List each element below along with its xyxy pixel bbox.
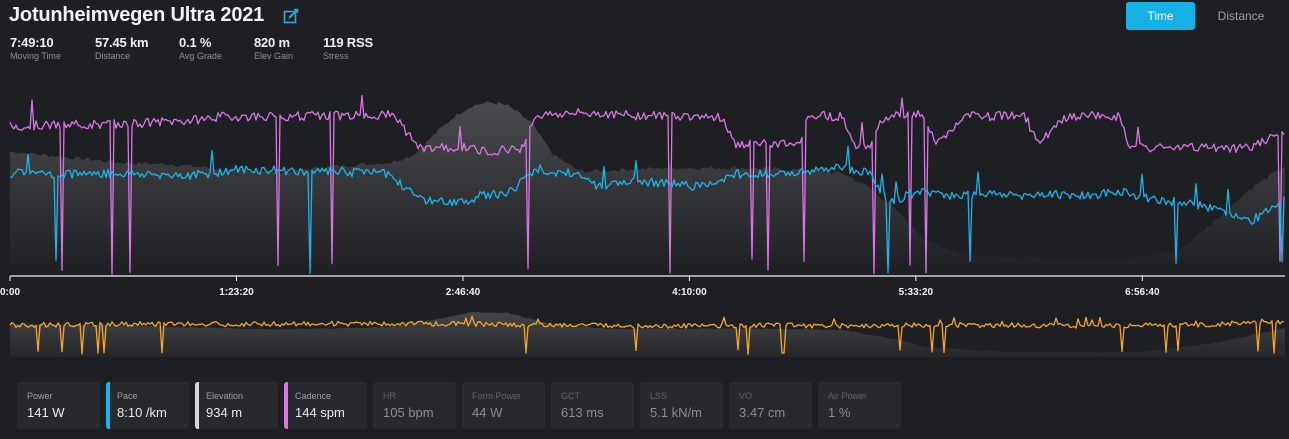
stat-label: Stress — [323, 51, 349, 61]
page-title: Jotunheimvegen Ultra 2021 — [9, 4, 265, 26]
metric-card-hr[interactable]: HR 105 bpm — [373, 382, 456, 429]
stat-distance: 57.45 km Distance — [95, 35, 179, 61]
stat-value: 119 RSS — [323, 35, 373, 50]
distance-toggle-button[interactable]: Distance — [1217, 9, 1265, 23]
stat-label: Distance — [95, 51, 131, 61]
elevation-area — [10, 101, 1285, 276]
metric-label: VO — [739, 391, 753, 401]
metric-label: HR — [383, 391, 396, 401]
summary-stats: 7:49:10 Moving Time 57.45 km Distance 0.… — [10, 35, 393, 61]
metric-label: Power — [27, 391, 53, 401]
metric-card-cadence[interactable]: Cadence 144 spm — [284, 382, 367, 429]
metric-card-form-power[interactable]: Form Power 44 W — [462, 382, 545, 429]
metric-card-pace[interactable]: Pace 8:10 /km — [106, 382, 189, 429]
stat-avg-grade: 0.1 % Avg Grade — [179, 35, 254, 61]
metric-value: 144 spm — [295, 405, 345, 420]
metric-value: 5.1 kN/m — [650, 405, 703, 420]
metric-card-power[interactable]: Power 141 W — [17, 382, 100, 429]
stat-value: 57.45 km — [95, 35, 149, 50]
power-chart[interactable] — [0, 305, 1289, 365]
metric-label: Elevation — [206, 391, 244, 401]
stat-label: Moving Time — [10, 51, 62, 61]
metric-label: Pace — [117, 391, 138, 401]
metric-value: 3.47 cm — [739, 405, 786, 420]
metric-cards: Power 141 W Pace 8:10 /km Elevation 934 … — [17, 382, 907, 429]
metric-label: GCT — [561, 391, 580, 401]
metric-value: 8:10 /km — [117, 405, 167, 420]
metric-value: 934 m — [206, 405, 243, 420]
metric-value: 613 ms — [561, 405, 604, 420]
main-chart[interactable]: 0:00 1:23:20 2:46:40 4:10:00 5:33:20 6:56:40 — [0, 85, 1289, 300]
metric-card-gct[interactable]: GCT 613 ms — [551, 382, 634, 429]
metric-card-air-power[interactable]: Air Power 1 % — [818, 382, 901, 429]
metric-value: 141 W — [27, 405, 65, 420]
x-tick-label: 2:46:40 — [446, 287, 481, 298]
x-tick-label: 6:56:40 — [1125, 287, 1160, 298]
x-tick-label: 0:00 — [0, 287, 20, 298]
metric-card-vo[interactable]: VO 3.47 cm — [729, 382, 812, 429]
stat-value: 7:49:10 — [10, 35, 54, 50]
metric-value: 105 bpm — [383, 405, 434, 420]
x-tick-label: 1:23:20 — [219, 287, 254, 298]
stat-moving-time: 7:49:10 Moving Time — [10, 35, 95, 61]
power-series-line — [9, 315, 1284, 355]
metric-label: Cadence — [295, 391, 332, 401]
stat-label: Avg Grade — [179, 51, 222, 61]
metric-label: Air Power — [828, 391, 868, 401]
elevation-area — [10, 311, 1285, 357]
cadence-series-line — [9, 95, 1285, 275]
metric-card-elevation[interactable]: Elevation 934 m — [195, 382, 278, 429]
metric-label: LSS — [650, 391, 668, 401]
stat-value: 0.1 % — [179, 35, 212, 50]
metric-value: 1 % — [828, 405, 851, 420]
pace-series-line — [9, 145, 1285, 275]
x-tick-label: 5:33:20 — [899, 287, 934, 298]
stat-value: 820 m — [254, 35, 290, 50]
metric-card-lss[interactable]: LSS 5.1 kN/m — [640, 382, 723, 429]
time-toggle-button[interactable]: Time — [1126, 2, 1195, 30]
stat-stress: 119 RSS Stress — [323, 35, 393, 61]
metric-label: Form Power — [472, 391, 522, 401]
stat-elev-gain: 820 m Elev Gain — [254, 35, 323, 61]
x-tick-label: 4:10:00 — [672, 287, 707, 298]
metric-value: 44 W — [472, 405, 503, 420]
edit-icon[interactable] — [283, 8, 299, 24]
stat-label: Elev Gain — [254, 51, 294, 61]
